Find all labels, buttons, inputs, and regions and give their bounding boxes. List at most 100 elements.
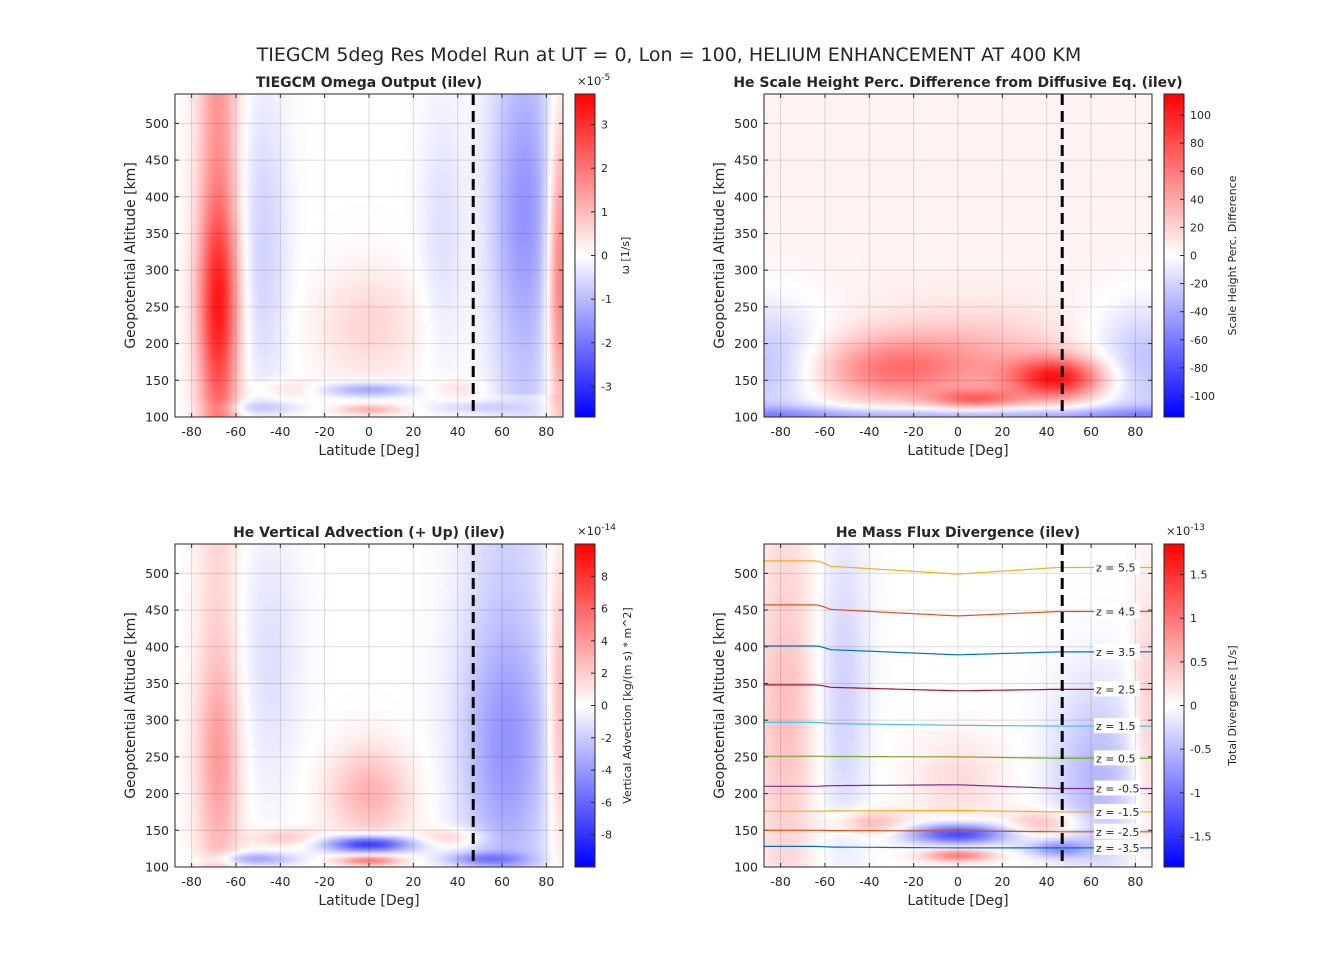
z-contour-label-bg [1094, 681, 1140, 697]
x-tick-label: -80 [181, 874, 201, 889]
y-tick-label: 100 [734, 860, 758, 875]
z-contour-label: z = 3.5 [1096, 646, 1135, 659]
panel-title: TIEGCM Omega Output (ilev) [256, 75, 482, 91]
x-tick-label: 0 [954, 874, 962, 889]
colorbar-tick-label: -80 [1190, 362, 1208, 375]
y-tick-label: 200 [734, 336, 758, 351]
y-tick-label: 200 [145, 786, 169, 801]
colorbar-tick-label: 100 [1190, 109, 1211, 122]
z-contour-label-bg [1094, 823, 1140, 839]
colorbar-tick-label: 0.5 [1190, 656, 1208, 669]
y-tick-label: 350 [145, 226, 169, 241]
x-tick-label: -20 [314, 874, 334, 889]
x-tick-label: 40 [1039, 424, 1055, 439]
heatmap-image [764, 94, 1152, 417]
y-tick-label: 300 [734, 713, 758, 728]
y-tick-label: 450 [734, 603, 758, 618]
x-axis-label: Latitude [Deg] [318, 443, 419, 459]
colorbar-tick-label: -4 [601, 764, 612, 777]
y-tick-label: 100 [734, 410, 758, 425]
panel-title: He Scale Height Perc. Difference from Di… [733, 75, 1182, 91]
colorbar-tick-label: 0 [601, 250, 608, 263]
z-contour-label-bg [1094, 603, 1140, 619]
y-tick-label: 250 [145, 749, 169, 764]
x-tick-label: 0 [954, 424, 962, 439]
y-tick-label: 300 [145, 713, 169, 728]
x-tick-label: 40 [450, 874, 466, 889]
y-tick-label: 450 [145, 153, 169, 168]
axes-box [174, 93, 564, 418]
x-tick-label: -60 [815, 424, 835, 439]
y-axis-label: Geopotential Altitude [km] [123, 612, 139, 799]
x-tick-label: -40 [859, 874, 879, 889]
x-tick-label: -40 [859, 424, 879, 439]
z-contour-label-bg [1094, 750, 1140, 766]
colorbar-tick-label: -0.5 [1190, 743, 1211, 756]
colorbar-tick-label: -1.5 [1190, 830, 1211, 843]
colorbar-tick-label: 4 [601, 635, 608, 648]
y-tick-label: 350 [145, 676, 169, 691]
z-contour-line [764, 645, 1152, 656]
colorbar-tick-label: 3 [601, 119, 608, 132]
x-tick-label: 0 [365, 424, 373, 439]
axes-box [763, 93, 1153, 418]
y-tick-label: 250 [734, 299, 758, 314]
colorbar-tick-label: -6 [601, 796, 612, 809]
z-contour-line [764, 684, 1152, 692]
x-tick-label: 20 [405, 874, 421, 889]
panel-title: He Vertical Advection (+ Up) (ilev) [233, 525, 505, 541]
colorbar-tick-label: -100 [1190, 390, 1215, 403]
colorbar-exponent-base: ×10 [577, 74, 601, 88]
y-tick-label: 500 [145, 116, 169, 131]
colorbar-tick-label: -1 [601, 293, 612, 306]
colorbar-exponent-power: -14 [601, 523, 616, 533]
x-tick-label: 60 [494, 874, 510, 889]
z-contour-label: z = 5.5 [1096, 561, 1135, 574]
colorbar-tick-label: 2 [601, 162, 608, 175]
y-tick-label: 300 [734, 263, 758, 278]
colorbar-tick-label: 60 [1190, 165, 1204, 178]
z-contour-line [764, 809, 1152, 813]
colorbar-exponent: ×10-5 [577, 73, 610, 88]
panel-2: -80 -60 -40 -20 0 20 40 60 801001502002503003504… [712, 75, 1239, 459]
colorbar-tick-label: 80 [1190, 137, 1204, 150]
colorbar-tick-label: -2 [601, 337, 612, 350]
heatmap-image [175, 544, 563, 867]
z-contour-label-bg [1094, 718, 1140, 734]
y-tick-label: 200 [734, 786, 758, 801]
x-tick-label: -60 [815, 874, 835, 889]
x-tick-label: 80 [538, 874, 554, 889]
x-tick-label: 60 [494, 424, 510, 439]
x-tick-label: 60 [1083, 424, 1099, 439]
z-contour-label: z = 0.5 [1096, 752, 1135, 765]
colorbar-tick-label: -1 [1190, 787, 1201, 800]
y-tick-label: 250 [145, 299, 169, 314]
x-axis-label: Latitude [Deg] [318, 893, 419, 909]
colorbar-tick-label: 0 [1190, 250, 1197, 263]
colorbar-tick-label: 1 [1190, 612, 1197, 625]
x-tick-label: 0 [365, 874, 373, 889]
colorbar-exponent-power: -13 [1190, 523, 1205, 533]
y-tick-label: 400 [145, 639, 169, 654]
colorbar-tick-label: -40 [1190, 306, 1208, 319]
colorbar-tick-label: -3 [601, 380, 612, 393]
y-tick-label: 150 [145, 373, 169, 388]
y-tick-label: 350 [734, 676, 758, 691]
y-tick-label: 350 [734, 226, 758, 241]
x-axis-label: Latitude [Deg] [907, 893, 1008, 909]
panel-3: -80 -60 -40 -20 0 20 40 60 801001502002503003504… [123, 523, 634, 909]
y-tick-label: 100 [145, 860, 169, 875]
figure-suptitle: TIEGCM 5deg Res Model Run at UT = 0, Lon… [256, 44, 1082, 66]
z-contour-label: z = -3.5 [1096, 842, 1139, 855]
y-tick-label: 150 [734, 373, 758, 388]
colorbar-tick-label: -2 [601, 732, 612, 745]
x-tick-label: -60 [226, 424, 246, 439]
z-contour-line [764, 845, 1152, 849]
y-tick-label: 500 [145, 566, 169, 581]
z-contour-label-bg [1094, 839, 1140, 855]
x-tick-label: -20 [314, 424, 334, 439]
heatmap-image [175, 94, 563, 417]
y-tick-label: 400 [734, 189, 758, 204]
y-axis-label: Geopotential Altitude [km] [712, 162, 728, 349]
